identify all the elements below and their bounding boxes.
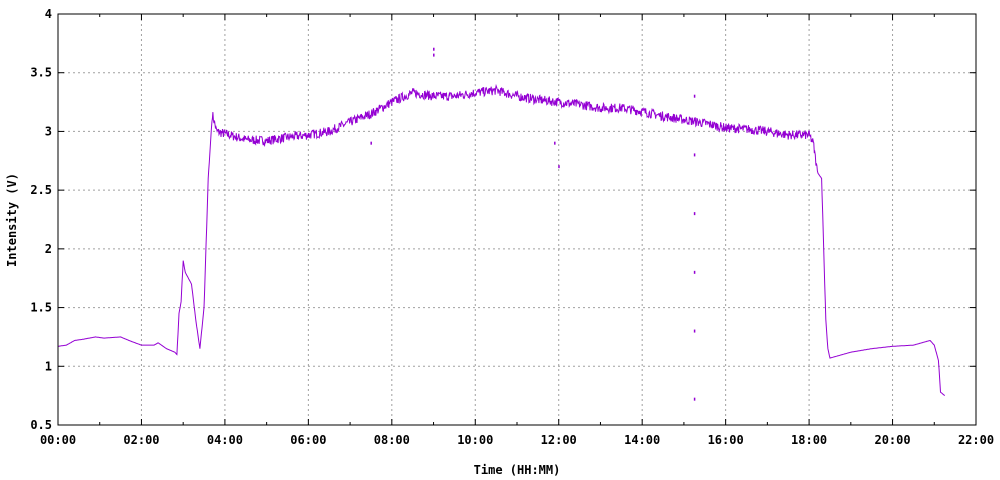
- x-tick-label: 18:00: [791, 433, 827, 447]
- axis-ticks: 00:00 02:00 04:00 06:00 08:00 10:00 12:00 14:00…: [30, 7, 994, 447]
- outlier-point: [433, 53, 435, 57]
- y-tick-label: 1: [45, 359, 52, 373]
- outlier-point: [693, 329, 696, 333]
- outlier-point: [693, 397, 696, 401]
- outlier-point: [433, 47, 435, 51]
- data-series: [58, 47, 946, 401]
- outlier-point: [693, 94, 696, 98]
- y-tick-label: 2: [45, 242, 52, 256]
- grid-lines: [58, 14, 976, 425]
- x-tick-label: 20:00: [874, 433, 910, 447]
- x-tick-label: 10:00: [457, 433, 493, 447]
- y-tick-label: 3: [45, 124, 52, 138]
- x-tick-label: 14:00: [624, 433, 660, 447]
- x-tick-label: 08:00: [374, 433, 410, 447]
- y-axis-label: Intensity (V): [5, 173, 19, 267]
- x-tick-label: 04:00: [207, 433, 243, 447]
- outlier-point: [554, 141, 556, 145]
- outlier-point: [558, 165, 560, 169]
- y-tick-label: 4: [45, 7, 52, 21]
- x-axis-label: Time (HH:MM): [474, 463, 561, 477]
- y-tick-label: 1.5: [30, 301, 52, 315]
- plot-frame: [57, 13, 977, 426]
- x-tick-label: 22:00: [958, 433, 994, 447]
- x-tick-label: 02:00: [123, 433, 159, 447]
- x-tick-label: 00:00: [40, 433, 76, 447]
- outlier-point: [693, 153, 696, 157]
- series-line-intensity: [58, 83, 946, 396]
- y-tick-label: 3.5: [30, 66, 52, 80]
- outlier-point: [693, 212, 696, 216]
- y-tick-label: 0.5: [30, 418, 52, 432]
- x-tick-label: 12:00: [541, 433, 577, 447]
- y-tick-label: 2.5: [30, 183, 52, 197]
- x-tick-label: 06:00: [290, 433, 326, 447]
- x-tick-label: 16:00: [708, 433, 744, 447]
- outlier-point: [370, 141, 372, 145]
- outlier-point: [693, 270, 696, 274]
